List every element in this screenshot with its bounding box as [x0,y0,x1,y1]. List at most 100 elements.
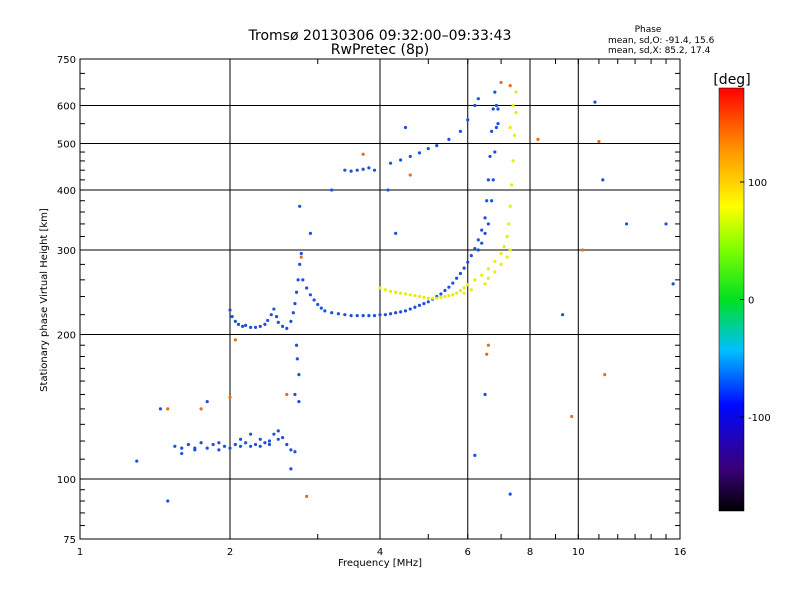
colorbar-tick-label: 0 [748,296,754,307]
data-point-x [426,296,430,300]
chart-subtitle: RwPretec (8p) [331,42,429,58]
data-point-o [372,168,377,172]
data-point-scattered-other [508,84,512,88]
data-point-o [249,325,253,329]
data-point-o [469,254,473,258]
data-point-o [289,448,293,452]
data-point-o [443,288,447,293]
data-point-o [217,441,221,445]
data-point-x [507,222,511,226]
data-point-scattered [508,492,512,496]
data-point-scattered-other [166,407,170,411]
data-point-o [491,107,495,111]
data-point-o [319,306,323,310]
data-point-o [496,122,500,126]
x-tick-label: 2 [227,547,233,558]
x-tick-label: 16 [674,547,687,558]
data-point-o [222,444,227,448]
data-point-scattered [289,467,293,471]
x-tick-label: 1 [77,547,83,558]
data-point-scattered-other [597,139,601,144]
data-point-o [263,322,267,326]
y-tick-label: 500 [57,140,76,151]
data-point-o [466,118,470,122]
data-point-o [417,303,422,308]
data-point-o [483,216,487,220]
data-point-o [372,314,377,318]
data-point-o [349,314,353,318]
y-tick-label: 600 [57,102,76,113]
data-point-x [447,294,451,298]
data-point-o [272,432,276,436]
data-point-x [378,286,382,290]
data-point-x [466,283,470,287]
data-point-o [323,309,327,313]
chart-title: Tromsø 20130306 09:32:00–09:33:43 [248,28,512,44]
data-point-o [276,320,280,324]
data-point-o [228,308,232,312]
data-point-o [388,312,393,316]
data-point-o [267,442,272,447]
data-point-o [244,441,248,445]
data-point-o [276,437,280,441]
data-point-o [447,137,451,141]
data-point-scattered-other [580,248,585,252]
data-point-o [294,290,299,294]
data-point-o [451,281,455,285]
data-point-o [258,437,262,441]
data-point-o [447,285,451,289]
colorbar [718,87,745,512]
data-point-scattered-other [305,494,309,499]
data-point-x [486,267,490,271]
data-point-o [312,298,316,302]
x-axis-label: Frequency [MHz] [338,558,422,569]
data-point-scattered [135,459,139,463]
data-point-o [435,144,439,148]
data-point-o [258,324,262,328]
data-point-o [186,442,190,447]
data-point-x [499,262,503,266]
gridlines [80,59,680,539]
data-point-x [511,159,515,163]
data-point-x [493,259,497,264]
data-point-scattered [483,392,487,397]
data-point-o [378,313,382,317]
data-point-scattered [671,282,675,286]
data-point-x [394,290,398,294]
data-point-scattered [205,399,209,404]
data-point-scattered-other [228,395,232,399]
data-point-x [430,296,435,300]
data-point-x [508,125,512,130]
data-point-x [455,291,459,295]
data-point-o [403,309,408,313]
data-point-o [413,305,417,309]
data-point-scattered [624,222,629,226]
data-point-o [280,324,285,328]
phase-title: Phase [635,25,662,35]
data-point-x [413,294,417,298]
data-point-o [496,107,500,111]
data-point-o [180,446,184,450]
data-point-x [403,292,408,296]
data-point-o [193,448,197,452]
data-point-o [244,323,248,327]
data-point-x [458,288,463,293]
y-tick-label: 100 [57,475,76,486]
data-point-o [458,271,463,276]
data-point-x [512,133,517,137]
data-point-o [343,313,347,317]
colorbar-tick-label: 100 [748,178,767,189]
data-point-o [490,199,494,203]
data-point-x [510,183,514,187]
data-point-o [466,260,470,264]
data-point-o [217,448,221,452]
data-point-o [473,247,477,251]
data-point-x [473,278,477,282]
data-point-o [305,286,309,290]
data-point-o [343,168,347,172]
x-tick-label: 8 [527,547,533,558]
data-point-scattered-other [285,392,289,397]
data-point-o [455,276,459,280]
data-point-o [238,437,243,441]
data-point-scattered-other [299,255,303,259]
